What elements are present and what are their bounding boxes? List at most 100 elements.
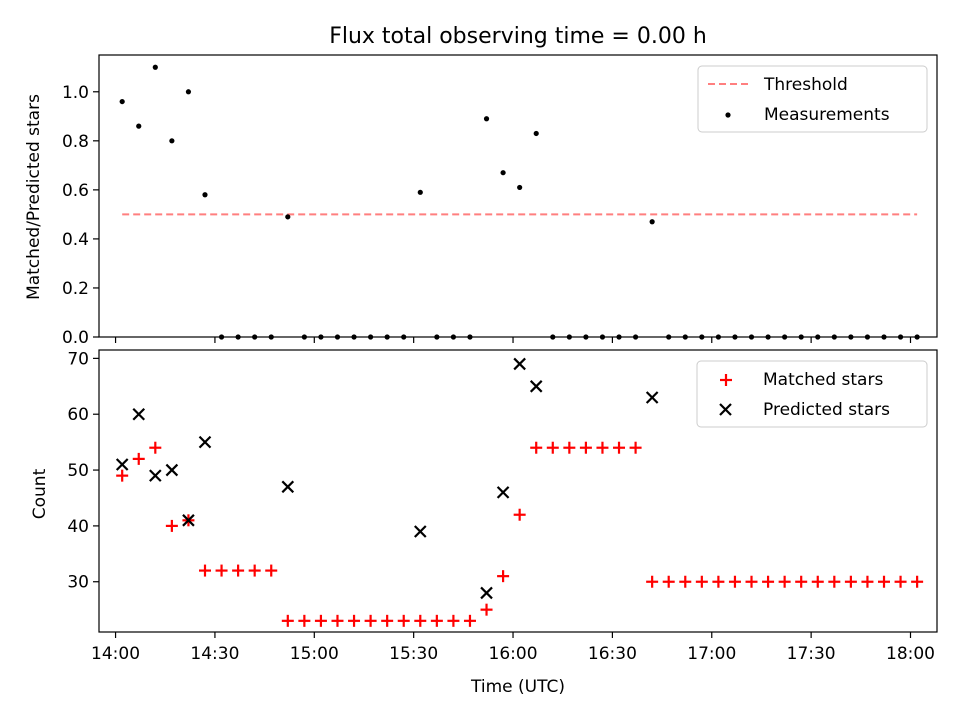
- bottom-y-tick-label: 50: [67, 461, 89, 481]
- predicted-star-point: [132, 407, 146, 421]
- top-y-tick-label: 0.0: [62, 328, 89, 348]
- predicted-star-point: [414, 525, 427, 538]
- matched-star-point: [116, 469, 129, 482]
- bottom-y-ticks: 30 40 50 60 70: [67, 349, 99, 593]
- matched-star-point: [447, 614, 460, 627]
- top-y-tick-label: 1.0: [62, 83, 89, 103]
- matched-star-point: [778, 575, 791, 588]
- matched-star-point: [712, 575, 725, 588]
- x-tick-label: 14:30: [190, 644, 239, 664]
- bottom-y-tick-label: 40: [67, 517, 89, 537]
- matched-star-point: [695, 575, 708, 588]
- x-tick-label: 15:30: [389, 644, 438, 664]
- matched-star-point: [613, 441, 626, 454]
- matched-star-point: [844, 575, 857, 588]
- matched-star-point: [911, 575, 924, 588]
- matched-star-point: [265, 564, 278, 577]
- matched-stars-series: [116, 441, 924, 627]
- matched-star-point: [762, 575, 775, 588]
- predicted-star-point: [496, 486, 510, 499]
- top-y-tick-label: 0.4: [62, 230, 89, 250]
- matched-star-point: [480, 603, 493, 616]
- measurement-point: [169, 138, 175, 144]
- matched-star-point: [513, 508, 526, 521]
- measurement-point: [136, 123, 142, 129]
- matched-star-point: [878, 575, 891, 588]
- matched-star-point: [662, 575, 675, 588]
- matched-star-point: [248, 564, 261, 577]
- matched-star-point: [795, 575, 808, 588]
- measurement-point: [202, 192, 208, 198]
- matched-star-point: [530, 441, 543, 454]
- legend-matched-label: Matched stars: [763, 370, 883, 390]
- x-axis-label: Time (UTC): [470, 677, 565, 697]
- matched-star-point: [165, 519, 178, 532]
- matched-star-point: [132, 452, 145, 465]
- matched-star-point: [646, 575, 659, 588]
- matched-star-point: [232, 564, 245, 577]
- measurement-point: [517, 184, 523, 191]
- top-y-tick-label: 0.2: [62, 279, 89, 299]
- matched-star-point: [198, 564, 211, 577]
- x-tick-label: 14:00: [91, 644, 140, 664]
- top-plot-frame: [98, 54, 938, 338]
- measurement-point: [533, 130, 539, 137]
- matched-star-point: [281, 614, 294, 627]
- predicted-star-point: [281, 480, 295, 494]
- x-ticks: 14:00 14:30 15:00 15:30 16:00 16:30 17:00 17:30…: [91, 337, 935, 664]
- predicted-star-point: [198, 435, 212, 449]
- measurement-point: [500, 170, 506, 176]
- matched-star-point: [149, 441, 162, 454]
- matched-star-point: [546, 441, 559, 454]
- top-y-tick-label: 0.8: [62, 132, 89, 152]
- predicted-star-point: [115, 458, 129, 471]
- matched-star-point: [579, 441, 592, 454]
- matched-star-point: [497, 570, 510, 583]
- bottom-y-tick-label: 70: [67, 349, 89, 369]
- matched-star-point: [463, 614, 476, 627]
- matched-star-point: [629, 441, 642, 454]
- top-y-ticks: 0.0 0.2 0.4 0.6 0.8 1.0: [62, 83, 99, 348]
- bottom-plot: 30 40 50 60 70 14:00 14:30 15:00 15:30 16:00 16:3…: [30, 337, 938, 697]
- matched-star-point: [679, 575, 692, 588]
- matched-legend-marker: [720, 374, 732, 386]
- matched-star-point: [728, 575, 741, 588]
- top-ylabel: Matched/Predicted stars: [24, 94, 44, 300]
- matched-star-point: [861, 575, 874, 588]
- predicted-star-point: [645, 391, 659, 404]
- top-y-tick-label: 0.6: [62, 181, 89, 201]
- x-tick-label: 17:00: [687, 644, 736, 664]
- bottom-plot-frame: [98, 349, 938, 633]
- legend-threshold-label: Threshold: [763, 75, 848, 95]
- matched-star-point: [348, 614, 361, 627]
- top-legend: Threshold Measurements: [697, 65, 928, 133]
- predicted-star-point: [480, 586, 493, 600]
- x-tick-label: 15:00: [290, 644, 339, 664]
- x-tick-label: 18:00: [886, 644, 935, 664]
- predicted-star-point: [149, 469, 162, 482]
- matched-star-point: [563, 441, 576, 454]
- measurement-point: [285, 214, 291, 220]
- predicted-star-point: [529, 380, 543, 393]
- measurement-point: [417, 189, 423, 195]
- legend-measurements-label: Measurements: [764, 105, 890, 125]
- matched-star-point: [894, 575, 907, 588]
- predicted-legend-marker: [719, 403, 732, 416]
- matched-star-point: [430, 614, 443, 627]
- measurement-point: [119, 98, 125, 105]
- measurement-point: [185, 89, 192, 95]
- predicted-star-point: [513, 357, 526, 371]
- predicted-star-point: [165, 463, 179, 477]
- matched-star-point: [745, 575, 758, 588]
- bottom-y-tick-label: 60: [67, 405, 89, 425]
- bottom-legend-frame: [696, 360, 928, 428]
- top-plot: 0.0 0.2 0.4 0.6 0.8 1.0 Matched/Predicted sta…: [24, 54, 938, 348]
- measurement-point: [152, 64, 158, 70]
- measurement-point: [483, 116, 490, 122]
- measurement-point: [649, 219, 655, 225]
- x-tick-label: 16:30: [588, 644, 637, 664]
- bottom-ylabel: Count: [30, 468, 50, 519]
- matched-star-point: [414, 614, 427, 627]
- bottom-legend: Matched stars Predicted stars: [696, 360, 928, 428]
